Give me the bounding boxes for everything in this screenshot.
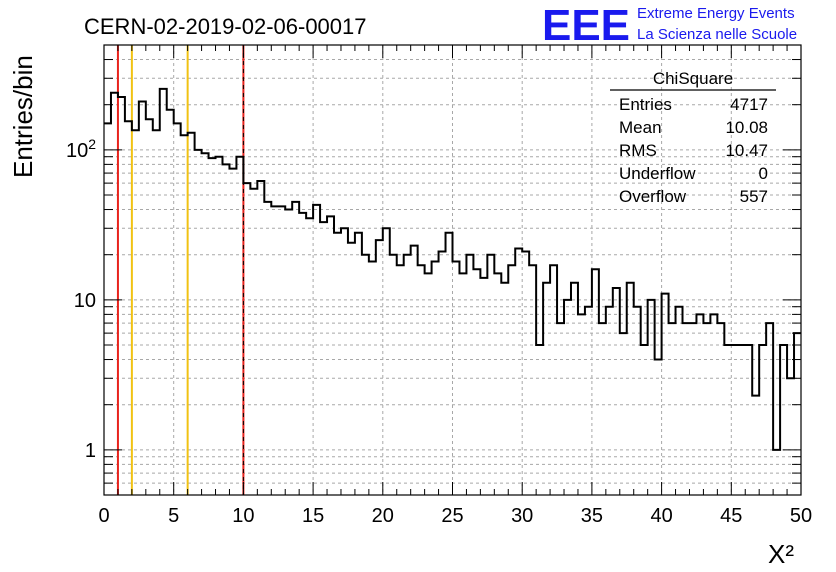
chart-title: CERN-02-2019-02-06-00017 (84, 14, 367, 39)
stats-label: Underflow (619, 164, 696, 183)
x-tick-label: 15 (302, 505, 324, 527)
stats-value: 4717 (730, 95, 768, 114)
y-tick-label: 102 (66, 136, 96, 162)
x-tick-label: 0 (98, 505, 109, 527)
x-tick-label: 30 (511, 505, 533, 527)
eee-logo-line1: Extreme Energy Events (637, 5, 795, 22)
x-axis-ticks: 0 5 10 15 20 25 30 35 40 45 50 (98, 45, 812, 527)
y-tick-label: 10 (74, 290, 96, 312)
histogram-outline (104, 87, 801, 451)
x-tick-label: 45 (720, 505, 742, 527)
y-tick-label: 1 (85, 440, 96, 462)
stats-label: Overflow (619, 187, 687, 206)
x-axis-label: X² (768, 539, 794, 569)
stats-label: RMS (619, 141, 657, 160)
stats-title: ChiSquare (653, 69, 733, 88)
stats-box: ChiSquare Entries 4717 Mean 10.08 RMS 10.47 Un… (610, 69, 776, 206)
x-tick-label: 40 (650, 505, 672, 527)
y-axis-label: Entries/bin (8, 55, 38, 178)
histogram-series (104, 87, 801, 451)
stats-label: Mean (619, 118, 662, 137)
x-tick-label: 20 (372, 505, 394, 527)
eee-logo-line2: La Scienza nelle Scuole (637, 26, 797, 43)
grid (104, 45, 801, 495)
y-axis-ticks: 1 10 102 (66, 59, 801, 484)
stats-label: Entries (619, 95, 672, 114)
y-tick-label-exponent: 2 (88, 136, 96, 152)
x-tick-label: 5 (168, 505, 179, 527)
stats-value: 10.08 (725, 118, 768, 137)
x-tick-label: 35 (581, 505, 603, 527)
x-tick-label: 25 (441, 505, 463, 527)
threshold-lines (116, 45, 245, 495)
eee-logo: EEE Extreme Energy Events La Scienza nel… (542, 1, 797, 50)
x-tick-label: 10 (232, 505, 254, 527)
stats-value: 10.47 (725, 141, 768, 160)
stats-value: 0 (759, 164, 768, 183)
x-tick-label: 50 (790, 505, 812, 527)
stats-value: 557 (740, 187, 768, 206)
eee-logo-mark: EEE (542, 1, 630, 50)
stats-rows: Entries 4717 Mean 10.08 RMS 10.47 Underflow 0 Ov… (619, 95, 768, 206)
